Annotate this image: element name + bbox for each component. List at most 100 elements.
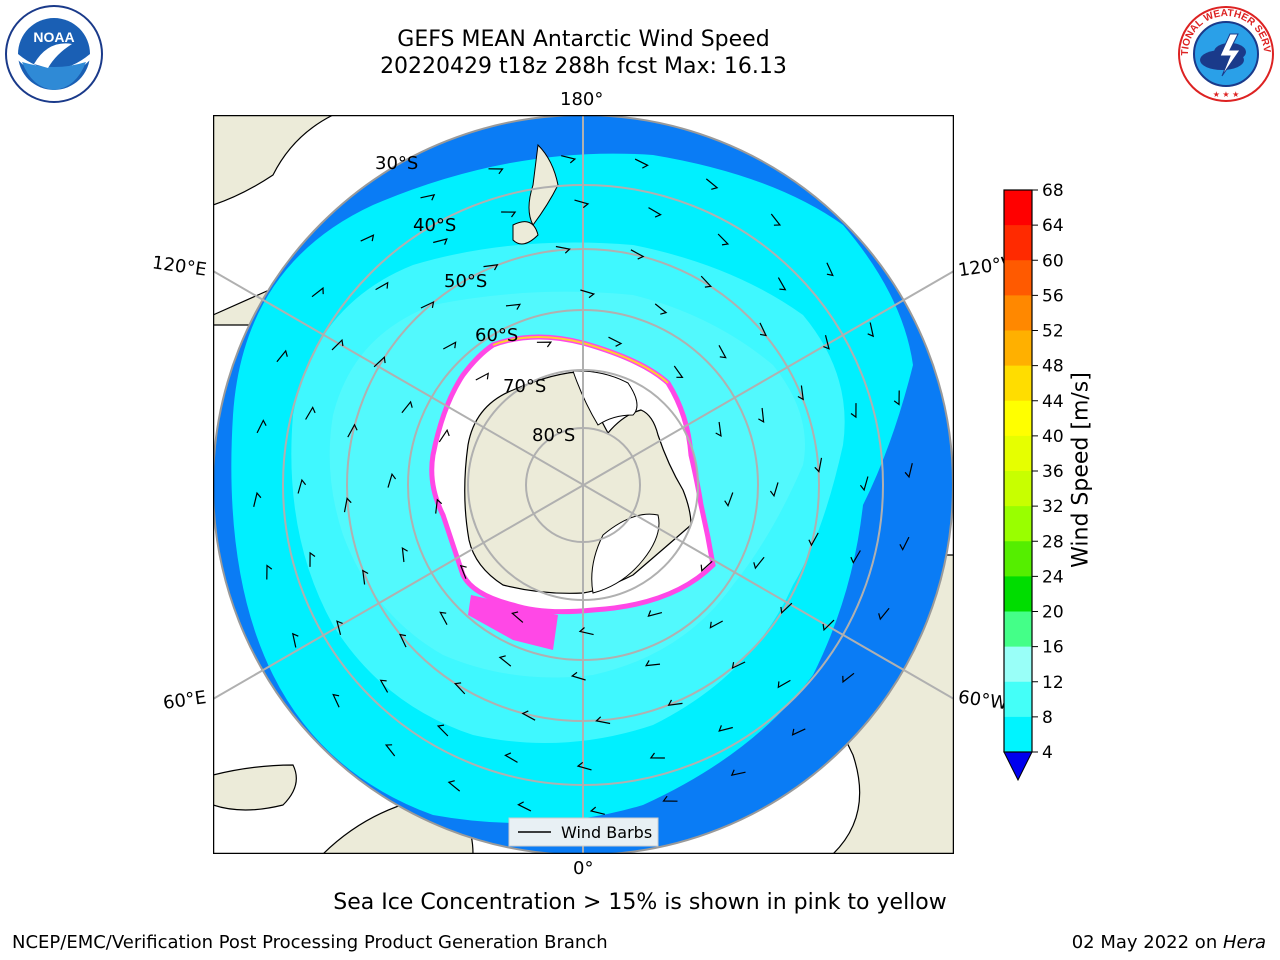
colorbar-segment bbox=[1004, 471, 1032, 507]
ross-ice-shelf bbox=[572, 370, 638, 426]
wind-barb bbox=[505, 303, 522, 310]
chart-subtitle-run: 20220429 t18z 288h fcst Max: 16.13 bbox=[380, 54, 787, 79]
wind-barb bbox=[447, 780, 461, 792]
noaa-logo-text: NOAA bbox=[33, 29, 74, 45]
colorbar-tick-label: 4 bbox=[1042, 743, 1053, 763]
wind-barb bbox=[276, 349, 288, 363]
wind-barb bbox=[436, 724, 449, 737]
wind-barb bbox=[724, 492, 734, 508]
wind-barb bbox=[777, 679, 791, 689]
wind-barb bbox=[331, 338, 344, 351]
wind-barb bbox=[718, 345, 727, 359]
wind-barbs-legend: Wind Barbs bbox=[508, 817, 659, 847]
wind-barb bbox=[347, 423, 358, 438]
wind-barb bbox=[759, 322, 768, 337]
colorbar-tick-label: 8 bbox=[1042, 708, 1053, 728]
colorbar-tick-label: 52 bbox=[1042, 322, 1064, 342]
wind-barb bbox=[398, 633, 407, 648]
wind-barb bbox=[578, 627, 594, 636]
lon-label-0: 0° bbox=[573, 858, 594, 879]
colorbar-segment bbox=[1004, 225, 1032, 261]
wind-barb bbox=[718, 725, 733, 732]
nws-logo: NATIONAL WEATHER SERVICE ★ ★ ★ bbox=[1176, 4, 1274, 102]
wind-barb bbox=[401, 400, 413, 414]
colorbar-segment bbox=[1004, 400, 1032, 437]
wind-barb bbox=[808, 532, 819, 547]
wind-barb bbox=[504, 752, 518, 763]
wind-barb bbox=[536, 341, 553, 348]
colorbar-segment bbox=[1004, 716, 1032, 753]
wind-barb bbox=[511, 611, 524, 623]
wind-barb bbox=[859, 476, 869, 492]
colorbar-tick-label: 12 bbox=[1042, 673, 1064, 693]
wind-barb bbox=[343, 497, 352, 513]
lat-label-80: 80°S bbox=[532, 425, 575, 446]
wind-barb bbox=[814, 457, 823, 473]
wind-barb bbox=[576, 761, 592, 771]
colorbar-segment bbox=[1004, 576, 1032, 612]
wind-barb bbox=[595, 716, 611, 725]
wind-barb bbox=[420, 193, 436, 201]
wind-barb bbox=[644, 660, 661, 667]
wind-barb bbox=[777, 277, 787, 291]
wind-barb bbox=[332, 693, 340, 708]
wind-barb bbox=[498, 655, 512, 667]
colorbar-tick-label: 68 bbox=[1042, 181, 1064, 201]
lat-label-70: 70°S bbox=[503, 376, 546, 397]
polar-map: 30°S 40°S 50°S 60°S 70°S 80°S Wind Barbs bbox=[213, 115, 954, 854]
wind-barb bbox=[373, 355, 386, 368]
wind-barb bbox=[797, 385, 804, 401]
wind-barb bbox=[256, 419, 267, 434]
wind-barb bbox=[443, 341, 457, 350]
wind-barb bbox=[769, 482, 779, 498]
lon-label-180: 180° bbox=[560, 89, 604, 110]
wind-barb bbox=[555, 245, 571, 254]
wind-barb bbox=[459, 564, 467, 579]
colorbar-segment bbox=[1004, 506, 1032, 542]
wind-barb bbox=[730, 769, 746, 777]
wind-barb bbox=[826, 262, 834, 277]
colorbar-tick-label: 60 bbox=[1042, 251, 1064, 271]
wind-barb bbox=[291, 632, 299, 648]
lat-labels: 30°S 40°S 50°S 60°S 70°S 80°S bbox=[375, 153, 575, 446]
wind-barb bbox=[780, 602, 793, 615]
wind-barb bbox=[483, 264, 499, 271]
colorbar-tick-label: 64 bbox=[1042, 216, 1064, 236]
wind-barb bbox=[309, 551, 316, 567]
wind-barb bbox=[517, 801, 532, 812]
wind-barb bbox=[850, 403, 857, 419]
noaa-logo: NOAA bbox=[5, 5, 103, 103]
wind-barb bbox=[362, 569, 369, 585]
wind-barb bbox=[433, 238, 448, 245]
wind-barb bbox=[822, 619, 835, 632]
wind-barb bbox=[648, 207, 662, 218]
lat-label-40: 40°S bbox=[413, 215, 456, 236]
wind-barb bbox=[420, 300, 435, 309]
colorbar-segment bbox=[1004, 646, 1032, 683]
colorbar-segment bbox=[1004, 435, 1032, 472]
wind-barb bbox=[700, 560, 713, 572]
wind-barb bbox=[574, 199, 590, 209]
sea-ice-note: Sea Ice Concentration > 15% is shown in … bbox=[333, 890, 947, 915]
wind-barb bbox=[475, 372, 489, 381]
wind-barb bbox=[758, 407, 765, 424]
wind-barb bbox=[647, 610, 663, 617]
wind-barb bbox=[580, 289, 596, 299]
colorbar-segment bbox=[1004, 190, 1032, 226]
wind-barb bbox=[305, 406, 316, 420]
colorbar-extend-arrow bbox=[1003, 751, 1033, 782]
wind-barb bbox=[850, 550, 861, 564]
colorbar-tick-label: 36 bbox=[1042, 462, 1064, 482]
wind-barb bbox=[715, 421, 722, 437]
wind-barb bbox=[654, 303, 668, 315]
colorbar-tick-label: 44 bbox=[1042, 392, 1064, 412]
wind-barb bbox=[297, 478, 307, 494]
wind-barb bbox=[438, 428, 450, 443]
wind-barb bbox=[401, 546, 408, 563]
wind-barb bbox=[878, 607, 890, 621]
map-border bbox=[213, 115, 954, 854]
wind-barb bbox=[435, 498, 443, 514]
wind-barb bbox=[705, 178, 719, 190]
wind-barb bbox=[770, 213, 782, 226]
colorbar-segment bbox=[1004, 260, 1032, 296]
